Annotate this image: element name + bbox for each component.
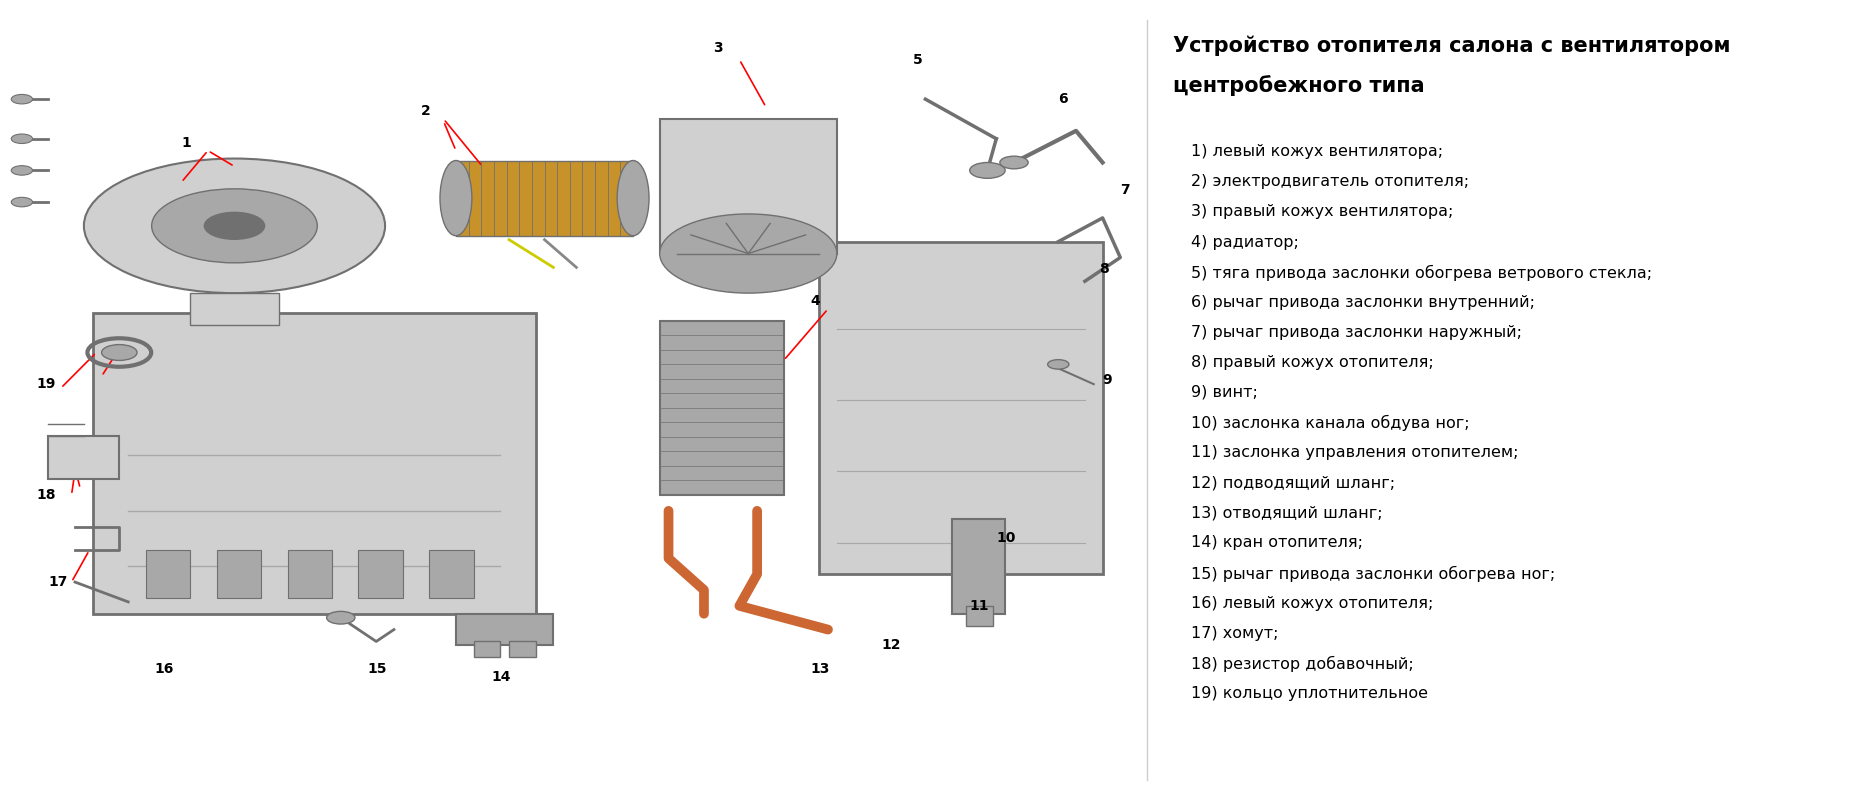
Circle shape	[83, 158, 385, 293]
Circle shape	[969, 162, 1005, 178]
Bar	[660, 119, 836, 254]
Text: 3) правый кожух вентилятора;: 3) правый кожух вентилятора;	[1191, 205, 1454, 219]
Text: 3: 3	[712, 41, 723, 54]
Text: 8) правый кожух отопителя;: 8) правый кожух отопителя;	[1191, 355, 1434, 370]
Text: 6: 6	[1058, 92, 1067, 106]
Bar	[820, 242, 1103, 574]
Circle shape	[660, 214, 836, 293]
Text: 9) винт;: 9) винт;	[1191, 385, 1258, 400]
Text: 11) заслонка управления отопителем;: 11) заслонка управления отопителем;	[1191, 445, 1519, 460]
Text: 1: 1	[181, 136, 191, 150]
Bar	[48, 436, 118, 479]
Circle shape	[11, 198, 33, 207]
Bar	[92, 313, 536, 614]
Polygon shape	[953, 518, 1005, 614]
Text: 13: 13	[810, 662, 829, 676]
Bar	[509, 642, 536, 658]
Text: 14: 14	[492, 670, 511, 684]
Circle shape	[999, 156, 1029, 169]
Text: 13) отводящий шланг;: 13) отводящий шланг;	[1191, 506, 1382, 520]
Text: 2: 2	[420, 104, 431, 118]
Text: 5) тяга привода заслонки обогрева ветрового стекла;: 5) тяга привода заслонки обогрева ветров…	[1191, 265, 1652, 281]
Text: 8: 8	[1099, 262, 1108, 276]
Text: центробежного типа: центробежного типа	[1173, 75, 1424, 96]
Text: 2) электродвигатель отопителя;: 2) электродвигатель отопителя;	[1191, 174, 1469, 190]
Text: 12: 12	[881, 638, 901, 652]
Text: 5: 5	[914, 53, 923, 66]
Text: 18: 18	[35, 488, 56, 502]
Text: 16) левый кожух отопителя;: 16) левый кожух отопителя;	[1191, 595, 1434, 610]
Text: 16: 16	[155, 662, 174, 676]
Text: 4: 4	[810, 294, 820, 308]
Bar	[146, 550, 191, 598]
Bar	[191, 293, 279, 325]
Circle shape	[152, 189, 318, 263]
Bar	[455, 614, 553, 646]
Text: 10: 10	[997, 531, 1016, 546]
Bar	[474, 642, 500, 658]
Circle shape	[204, 212, 265, 239]
Circle shape	[11, 134, 33, 143]
Text: 14) кран отопителя;: 14) кран отопителя;	[1191, 535, 1363, 550]
Bar	[660, 321, 784, 495]
Bar	[216, 550, 261, 598]
Text: 9: 9	[1103, 373, 1112, 387]
Bar	[287, 550, 331, 598]
Text: 19: 19	[35, 377, 56, 391]
Circle shape	[102, 345, 137, 361]
Text: 15) рычаг привода заслонки обогрева ног;: 15) рычаг привода заслонки обогрева ног;	[1191, 566, 1556, 582]
Text: 10) заслонка канала обдува ног;: 10) заслонка канала обдува ног;	[1191, 415, 1469, 431]
Text: 19) кольцо уплотнительное: 19) кольцо уплотнительное	[1191, 686, 1428, 701]
Text: 18) резистор добавочный;: 18) резистор добавочный;	[1191, 656, 1413, 672]
Bar	[429, 550, 474, 598]
Text: Устройство отопителя салона с вентилятором: Устройство отопителя салона с вентилятор…	[1173, 36, 1732, 56]
Text: 12) подводящий шланг;: 12) подводящий шланг;	[1191, 475, 1395, 490]
Circle shape	[11, 166, 33, 175]
Ellipse shape	[440, 161, 472, 236]
Ellipse shape	[618, 161, 649, 236]
Text: 15: 15	[368, 662, 387, 676]
Text: 7: 7	[1121, 183, 1130, 197]
Bar	[455, 161, 633, 236]
Text: 11: 11	[969, 598, 990, 613]
Bar	[359, 550, 403, 598]
Text: 6) рычаг привода заслонки внутренний;: 6) рычаг привода заслонки внутренний;	[1191, 294, 1536, 310]
Bar	[966, 606, 993, 626]
Text: 1) левый кожух вентилятора;: 1) левый кожух вентилятора;	[1191, 144, 1443, 159]
Text: 4) радиатор;: 4) радиатор;	[1191, 234, 1299, 250]
Circle shape	[11, 94, 33, 104]
Circle shape	[327, 611, 355, 624]
Text: 17: 17	[48, 575, 68, 589]
Text: 7) рычаг привода заслонки наружный;: 7) рычаг привода заслонки наружный;	[1191, 325, 1523, 340]
Text: 17) хомут;: 17) хомут;	[1191, 626, 1278, 641]
Circle shape	[1047, 360, 1069, 369]
